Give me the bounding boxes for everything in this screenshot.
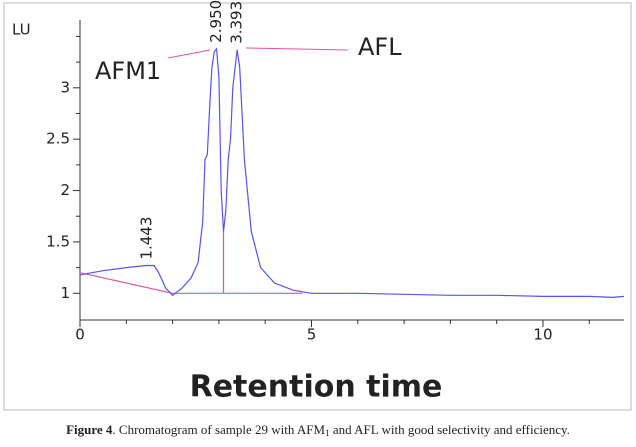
y-tick-label: 2.5 xyxy=(46,130,70,148)
x-axis-label: Retention time xyxy=(190,370,443,405)
y-tick-label: 3 xyxy=(60,78,70,96)
x-tick-label: 5 xyxy=(307,326,317,344)
y-tick-label: 1 xyxy=(60,284,70,302)
peak-label: 2.950 xyxy=(207,0,225,43)
y-unit-label: LU xyxy=(12,21,31,39)
annotation: AFM1 xyxy=(95,57,161,85)
annotation: AFL xyxy=(358,33,402,61)
caption-label: Figure 4 xyxy=(66,422,113,437)
caption-text: and AFL with good selectivity and effici… xyxy=(330,422,570,437)
y-tick-label: 1.5 xyxy=(46,232,70,250)
y-tick-label: 2 xyxy=(60,181,70,199)
peak-label: 1.443 xyxy=(137,217,155,260)
x-tick-label: 0 xyxy=(75,326,85,344)
caption-text: . Chromatogram of sample 29 with AFM xyxy=(112,422,325,437)
frame xyxy=(3,2,632,411)
chromatogram-trace xyxy=(79,47,625,299)
caption-subscript: 1 xyxy=(325,428,330,438)
annotation-connector xyxy=(245,47,349,51)
x-tick-label: 10 xyxy=(533,326,552,344)
caption: Figure 4. Chromatogram of sample 29 with… xyxy=(66,422,570,438)
peak-label: 3.393 xyxy=(228,1,246,44)
integration-line xyxy=(79,272,173,294)
annotation-connector xyxy=(167,49,211,59)
